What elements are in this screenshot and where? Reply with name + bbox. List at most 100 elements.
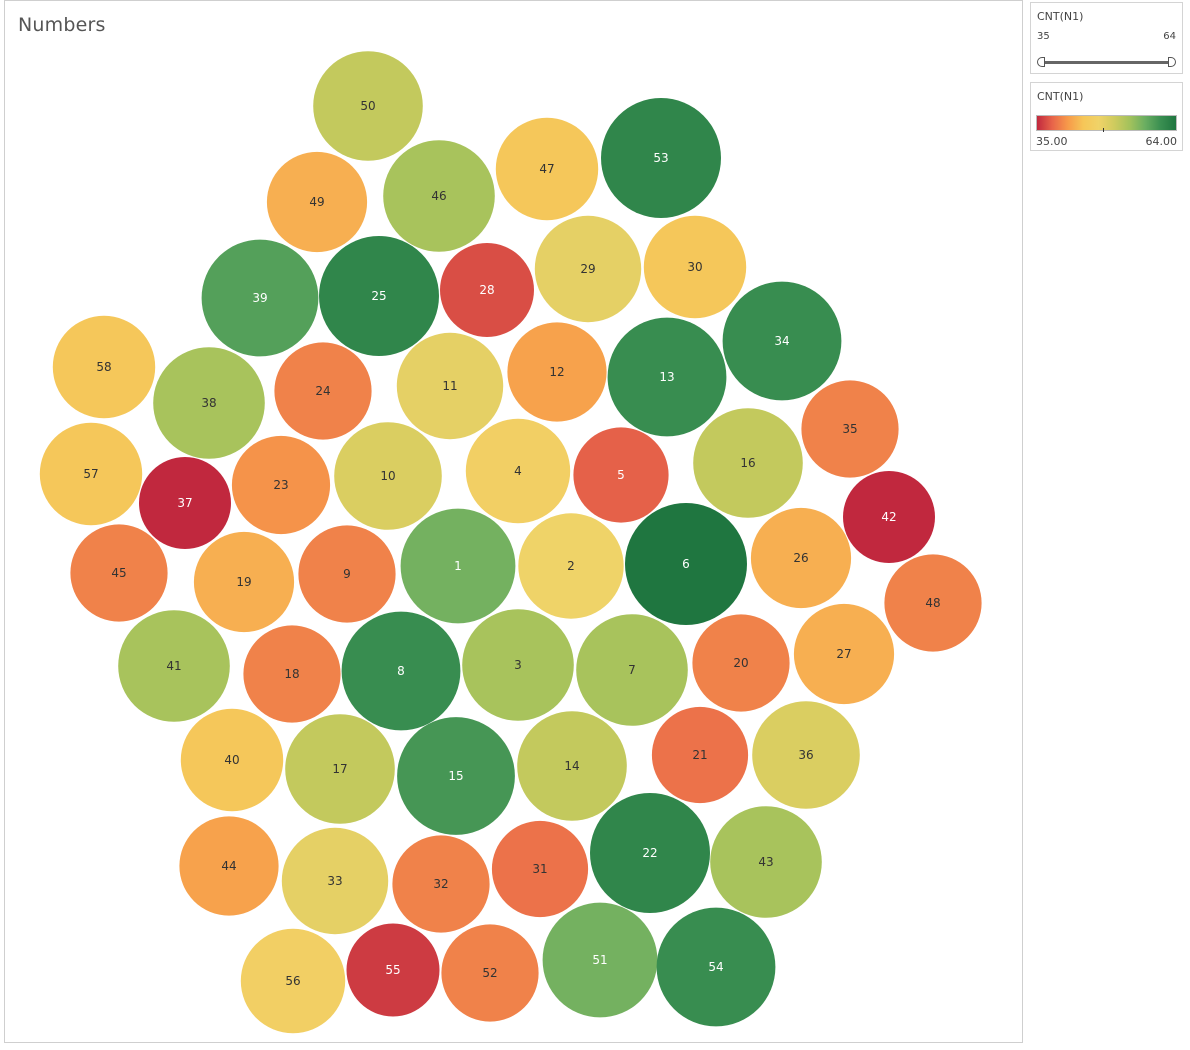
bubble-50[interactable]: 50 <box>313 51 423 161</box>
bubble-3[interactable]: 3 <box>462 609 574 721</box>
bubble-22[interactable]: 22 <box>590 793 710 913</box>
bubble-circle[interactable] <box>240 928 346 1034</box>
bubble-circle[interactable] <box>39 422 143 526</box>
bubble-25[interactable]: 25 <box>319 236 439 356</box>
bubble-circle[interactable] <box>139 457 231 549</box>
bubble-56[interactable]: 56 <box>240 928 346 1034</box>
bubble-35[interactable]: 35 <box>801 380 899 478</box>
bubble-circle[interactable] <box>491 820 589 918</box>
range-slider-track[interactable] <box>1041 61 1172 64</box>
bubble-51[interactable]: 51 <box>542 902 658 1018</box>
bubble-circle[interactable] <box>651 706 749 804</box>
bubble-circle[interactable] <box>517 711 627 821</box>
bubble-circle[interactable] <box>601 98 721 218</box>
range-slider-min-handle[interactable] <box>1037 57 1045 67</box>
bubble-circle[interactable] <box>397 717 515 835</box>
bubble-23[interactable]: 23 <box>231 435 331 535</box>
bubble-28[interactable]: 28 <box>440 243 534 337</box>
bubble-31[interactable]: 31 <box>491 820 589 918</box>
bubble-circle[interactable] <box>440 243 534 337</box>
bubble-18[interactable]: 18 <box>243 625 341 723</box>
bubble-circle[interactable] <box>70 524 168 622</box>
bubble-20[interactable]: 20 <box>692 614 790 712</box>
bubble-14[interactable]: 14 <box>517 711 627 821</box>
bubble-circle[interactable] <box>313 51 423 161</box>
bubble-circle[interactable] <box>341 611 461 731</box>
bubble-17[interactable]: 17 <box>285 714 395 824</box>
bubble-circle[interactable] <box>193 531 295 633</box>
bubble-27[interactable]: 27 <box>793 603 895 705</box>
bubble-circle[interactable] <box>274 342 372 440</box>
bubble-circle[interactable] <box>710 806 822 918</box>
bubble-16[interactable]: 16 <box>693 408 803 518</box>
bubble-42[interactable]: 42 <box>843 471 935 563</box>
bubble-13[interactable]: 13 <box>607 317 727 437</box>
bubble-55[interactable]: 55 <box>346 923 440 1017</box>
bubble-circle[interactable] <box>722 281 842 401</box>
bubble-circle[interactable] <box>643 215 747 319</box>
bubble-45[interactable]: 45 <box>70 524 168 622</box>
bubble-12[interactable]: 12 <box>507 322 607 422</box>
bubble-11[interactable]: 11 <box>396 332 504 440</box>
bubble-33[interactable]: 33 <box>281 827 389 935</box>
bubble-circle[interactable] <box>750 507 852 609</box>
bubble-48[interactable]: 48 <box>884 554 982 652</box>
bubble-circle[interactable] <box>752 701 860 809</box>
bubble-circle[interactable] <box>285 714 395 824</box>
bubble-circle[interactable] <box>625 503 747 625</box>
bubble-24[interactable]: 24 <box>274 342 372 440</box>
bubble-1[interactable]: 1 <box>400 508 516 624</box>
bubble-circle[interactable] <box>692 614 790 712</box>
bubble-circle[interactable] <box>281 827 389 935</box>
bubble-circle[interactable] <box>576 614 688 726</box>
bubble-39[interactable]: 39 <box>201 239 319 357</box>
bubble-circle[interactable] <box>542 902 658 1018</box>
bubble-circle[interactable] <box>400 508 516 624</box>
bubble-47[interactable]: 47 <box>495 117 599 221</box>
bubble-46[interactable]: 46 <box>383 140 495 252</box>
bubble-circle[interactable] <box>573 427 669 523</box>
bubble-49[interactable]: 49 <box>266 151 368 253</box>
bubble-21[interactable]: 21 <box>651 706 749 804</box>
bubble-54[interactable]: 54 <box>656 907 776 1027</box>
bubble-circle[interactable] <box>266 151 368 253</box>
bubble-circle[interactable] <box>518 513 624 619</box>
bubble-36[interactable]: 36 <box>752 701 860 809</box>
bubble-circle[interactable] <box>334 422 442 530</box>
bubble-52[interactable]: 52 <box>441 924 539 1022</box>
bubble-53[interactable]: 53 <box>601 98 721 218</box>
bubble-5[interactable]: 5 <box>573 427 669 523</box>
bubble-15[interactable]: 15 <box>397 717 515 835</box>
bubble-circle[interactable] <box>396 332 504 440</box>
bubble-circle[interactable] <box>495 117 599 221</box>
bubble-circle[interactable] <box>465 418 571 524</box>
bubble-6[interactable]: 6 <box>625 503 747 625</box>
bubble-circle[interactable] <box>793 603 895 705</box>
bubble-34[interactable]: 34 <box>722 281 842 401</box>
bubble-43[interactable]: 43 <box>710 806 822 918</box>
bubble-circle[interactable] <box>441 924 539 1022</box>
bubble-circle[interactable] <box>590 793 710 913</box>
bubble-circle[interactable] <box>153 347 265 459</box>
bubble-circle[interactable] <box>383 140 495 252</box>
bubble-8[interactable]: 8 <box>341 611 461 731</box>
bubble-circle[interactable] <box>319 236 439 356</box>
bubble-4[interactable]: 4 <box>465 418 571 524</box>
bubble-2[interactable]: 2 <box>518 513 624 619</box>
bubble-circle[interactable] <box>52 315 156 419</box>
bubble-circle[interactable] <box>118 610 230 722</box>
bubble-32[interactable]: 32 <box>392 835 490 933</box>
bubble-19[interactable]: 19 <box>193 531 295 633</box>
bubble-circle[interactable] <box>607 317 727 437</box>
bubble-7[interactable]: 7 <box>576 614 688 726</box>
range-slider-max-handle[interactable] <box>1168 57 1176 67</box>
bubble-30[interactable]: 30 <box>643 215 747 319</box>
bubble-38[interactable]: 38 <box>153 347 265 459</box>
bubble-circle[interactable] <box>656 907 776 1027</box>
bubble-circle[interactable] <box>693 408 803 518</box>
bubble-circle[interactable] <box>534 215 642 323</box>
bubble-circle[interactable] <box>884 554 982 652</box>
bubble-circle[interactable] <box>507 322 607 422</box>
bubble-circle[interactable] <box>801 380 899 478</box>
bubble-circle[interactable] <box>346 923 440 1017</box>
